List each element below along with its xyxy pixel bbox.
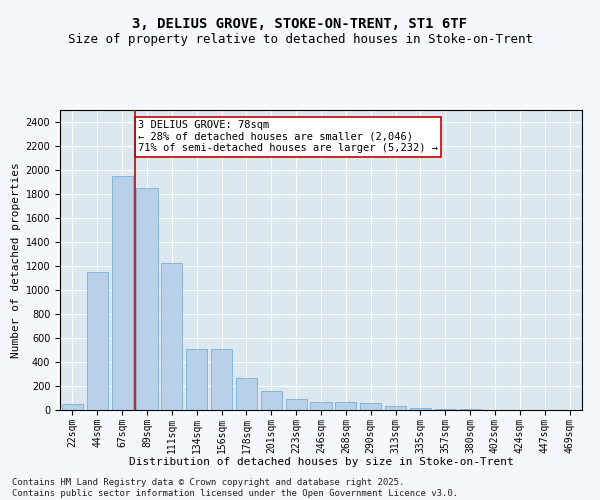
Text: 3 DELIUS GROVE: 78sqm
← 28% of detached houses are smaller (2,046)
71% of semi-d: 3 DELIUS GROVE: 78sqm ← 28% of detached … bbox=[139, 120, 438, 154]
Bar bbox=[385, 406, 406, 410]
Bar bbox=[211, 349, 232, 410]
Bar bbox=[286, 398, 307, 410]
Bar bbox=[435, 409, 456, 410]
Bar bbox=[360, 404, 381, 410]
Bar bbox=[87, 272, 108, 410]
Text: 3, DELIUS GROVE, STOKE-ON-TRENT, ST1 6TF: 3, DELIUS GROVE, STOKE-ON-TRENT, ST1 6TF bbox=[133, 18, 467, 32]
Bar bbox=[161, 263, 182, 410]
Y-axis label: Number of detached properties: Number of detached properties bbox=[11, 162, 22, 358]
Bar bbox=[112, 176, 133, 410]
Bar bbox=[310, 402, 332, 410]
Bar bbox=[136, 188, 158, 410]
X-axis label: Distribution of detached houses by size in Stoke-on-Trent: Distribution of detached houses by size … bbox=[128, 457, 514, 467]
Bar bbox=[62, 404, 83, 410]
Bar bbox=[261, 391, 282, 410]
Bar bbox=[335, 402, 356, 410]
Bar bbox=[236, 378, 257, 410]
Bar bbox=[410, 408, 431, 410]
Text: Size of property relative to detached houses in Stoke-on-Trent: Size of property relative to detached ho… bbox=[67, 32, 533, 46]
Text: Contains HM Land Registry data © Crown copyright and database right 2025.
Contai: Contains HM Land Registry data © Crown c… bbox=[12, 478, 458, 498]
Bar bbox=[186, 349, 207, 410]
